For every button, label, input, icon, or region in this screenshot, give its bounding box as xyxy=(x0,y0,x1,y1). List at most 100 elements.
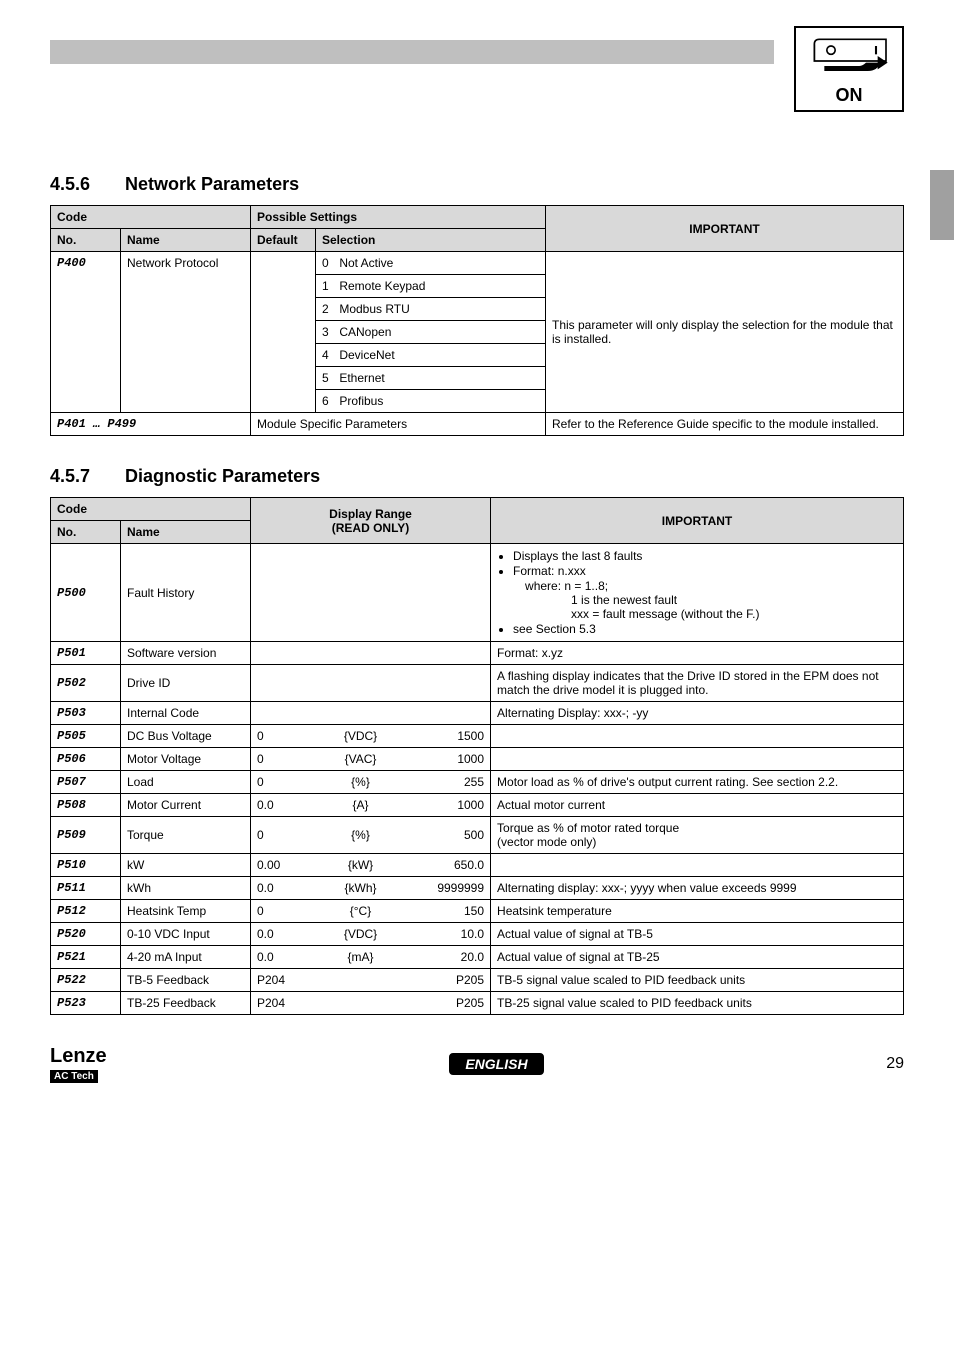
diag-lo: 0 xyxy=(251,900,311,923)
diag-imp: Actual value of signal at TB-5 xyxy=(491,923,904,946)
p400-selection: 0 Not Active xyxy=(316,252,546,275)
diag-name: DC Bus Voltage xyxy=(121,725,251,748)
diag-row: P500Fault HistoryDisplays the last 8 fau… xyxy=(51,544,904,642)
diag-lo: 0.0 xyxy=(251,923,311,946)
section-457-num: 4.5.7 xyxy=(50,466,120,487)
diag-imp: Alternating display: xxx-; yyyy when val… xyxy=(491,877,904,900)
p400-selection: 6 Profibus xyxy=(316,390,546,413)
diag-row: P509Torque0{%}500Torque as % of motor ra… xyxy=(51,817,904,854)
on-icon-box: ON xyxy=(794,26,904,112)
diag-hi xyxy=(411,544,491,642)
diag-hi: 1500 xyxy=(411,725,491,748)
diag-imp: Format: x.yz xyxy=(491,642,904,665)
diag-hi: 500 xyxy=(411,817,491,854)
diag-name: TB-25 Feedback xyxy=(121,992,251,1015)
diag-name: Fault History xyxy=(121,544,251,642)
lenze-logo: Lenze xyxy=(50,1045,107,1068)
diag-imp xyxy=(491,725,904,748)
diag-imp: Actual value of signal at TB-25 xyxy=(491,946,904,969)
diag-name: 0-10 VDC Input xyxy=(121,923,251,946)
diag-unit: {°C} xyxy=(311,900,411,923)
col2-no: No. xyxy=(51,521,121,544)
col2-range: Display Range (READ ONLY) xyxy=(251,498,491,544)
p400-selection: 2 Modbus RTU xyxy=(316,298,546,321)
diag-row: P512Heatsink Temp0{°C}150Heatsink temper… xyxy=(51,900,904,923)
diag-imp: Actual motor current xyxy=(491,794,904,817)
diag-unit: {VDC} xyxy=(311,725,411,748)
p400-selection: 1 Remote Keypad xyxy=(316,275,546,298)
col-name: Name xyxy=(121,229,251,252)
diag-name: 4-20 mA Input xyxy=(121,946,251,969)
on-label: ON xyxy=(804,85,894,106)
diag-row: P510kW0.00{kW}650.0 xyxy=(51,854,904,877)
diag-unit: {%} xyxy=(311,817,411,854)
diag-code: P511 xyxy=(51,877,121,900)
diag-name: Internal Code xyxy=(121,702,251,725)
p400-selection: 3 CANopen xyxy=(316,321,546,344)
diag-hi: P205 xyxy=(411,992,491,1015)
diag-imp: Heatsink temperature xyxy=(491,900,904,923)
diag-imp xyxy=(491,748,904,771)
range-sel: Module Specific Parameters xyxy=(251,413,546,436)
col2-important: IMPORTANT xyxy=(491,498,904,544)
diag-row: P502Drive IDA flashing display indicates… xyxy=(51,665,904,702)
p400-name: Network Protocol xyxy=(121,252,251,413)
diag-row: P505DC Bus Voltage0{VDC}1500 xyxy=(51,725,904,748)
diag-code: P509 xyxy=(51,817,121,854)
diag-unit: {mA} xyxy=(311,946,411,969)
diag-code: P500 xyxy=(51,544,121,642)
diag-imp: A flashing display indicates that the Dr… xyxy=(491,665,904,702)
diag-unit xyxy=(311,544,411,642)
diag-hi: 255 xyxy=(411,771,491,794)
section-457-title: Diagnostic Parameters xyxy=(125,466,320,486)
diag-lo: 0 xyxy=(251,817,311,854)
lenze-logo-block: Lenze AC Tech xyxy=(50,1045,107,1083)
diag-imp: Alternating Display: xxx-; -yy xyxy=(491,702,904,725)
diag-unit xyxy=(311,642,411,665)
on-icon-inner: ON xyxy=(796,28,902,110)
diag-unit: {VDC} xyxy=(311,923,411,946)
p400-default xyxy=(251,252,316,413)
col2-name: Name xyxy=(121,521,251,544)
col-code: Code xyxy=(51,206,251,229)
col2-code: Code xyxy=(51,498,251,521)
diag-name: Motor Voltage xyxy=(121,748,251,771)
diag-unit: {kWh} xyxy=(311,877,411,900)
diag-hi: 10.0 xyxy=(411,923,491,946)
diag-lo: P204 xyxy=(251,969,311,992)
p400-note: This parameter will only display the sel… xyxy=(546,252,904,413)
diag-row: P511kWh0.0{kWh}9999999Alternating displa… xyxy=(51,877,904,900)
diag-imp: Torque as % of motor rated torque(vector… xyxy=(491,817,904,854)
diag-lo: 0 xyxy=(251,748,311,771)
diag-code: P522 xyxy=(51,969,121,992)
diag-unit: {VAC} xyxy=(311,748,411,771)
diag-unit: {%} xyxy=(311,771,411,794)
diag-hi: 150 xyxy=(411,900,491,923)
readonly-label: (READ ONLY) xyxy=(332,521,410,535)
range-label: Display Range xyxy=(329,507,412,521)
diag-name: Torque xyxy=(121,817,251,854)
diag-name: kW xyxy=(121,854,251,877)
diag-code: P510 xyxy=(51,854,121,877)
diag-lo xyxy=(251,544,311,642)
diag-code: P521 xyxy=(51,946,121,969)
diag-imp: TB-25 signal value scaled to PID feedbac… xyxy=(491,992,904,1015)
diag-lo: 0.0 xyxy=(251,946,311,969)
p400-selection: 5 Ethernet xyxy=(316,367,546,390)
header-bar xyxy=(50,40,774,64)
diag-row: P501Software versionFormat: x.yz xyxy=(51,642,904,665)
diag-row: P5214-20 mA Input0.0{mA}20.0Actual value… xyxy=(51,946,904,969)
diag-lo: 0.0 xyxy=(251,794,311,817)
section-457-heading: 4.5.7 Diagnostic Parameters xyxy=(50,466,904,487)
diag-code: P501 xyxy=(51,642,121,665)
diag-hi xyxy=(411,665,491,702)
diag-row: P523TB-25 FeedbackP204 P205TB-25 signal v… xyxy=(51,992,904,1015)
diag-hi: 1000 xyxy=(411,748,491,771)
diag-lo: 0 xyxy=(251,771,311,794)
diag-lo: P204 xyxy=(251,992,311,1015)
diagnostic-params-table: Code Display Range (READ ONLY) IMPORTANT… xyxy=(50,497,904,1015)
diag-lo: 0.0 xyxy=(251,877,311,900)
col-no: No. xyxy=(51,229,121,252)
p400-code: P400 xyxy=(51,252,121,413)
diag-code: P523 xyxy=(51,992,121,1015)
